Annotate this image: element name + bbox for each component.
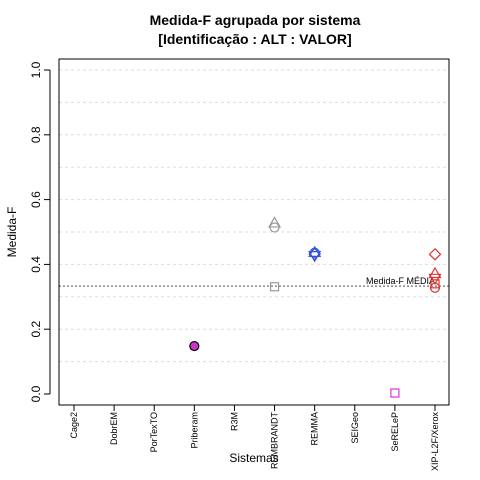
y-tick-label: 1.0 xyxy=(29,61,43,78)
y-axis-label: Medida-F xyxy=(5,207,19,258)
x-tick-label: Priberam xyxy=(189,412,199,449)
x-tick-label: R3M xyxy=(229,412,239,431)
mean-line-label: Medida-F MÉDIA xyxy=(366,276,435,286)
data-point xyxy=(429,282,441,293)
x-tick-label: XIP-L2F/Xerox xyxy=(430,412,440,472)
data-point xyxy=(428,248,442,261)
y-tick-label: 0.8 xyxy=(29,126,43,143)
data-point xyxy=(430,279,440,289)
data-point xyxy=(268,216,282,228)
mean-line-layer: Medida-F MÉDIA xyxy=(59,276,449,287)
x-tick-label: PorTexTO xyxy=(149,412,159,452)
data-point xyxy=(269,282,280,292)
data-point xyxy=(269,222,280,233)
x-tick-label: REMBRANDT xyxy=(270,412,280,470)
x-tick-label: REMMA xyxy=(310,412,320,446)
chart-title-line1: Medida-F agrupada por sistema xyxy=(150,12,361,28)
grid-layer xyxy=(59,69,449,363)
data-point xyxy=(308,247,322,261)
x-tick-label: Cage2 xyxy=(69,412,79,439)
data-point xyxy=(309,247,320,258)
points-layer xyxy=(189,216,442,398)
x-axis-label: Sistemas xyxy=(229,451,278,465)
x-tick-label: DobrEM xyxy=(109,412,119,445)
data-point xyxy=(390,388,400,398)
data-point xyxy=(189,340,200,352)
x-tick-label: SEIGeo xyxy=(350,412,360,444)
data-point xyxy=(428,273,442,286)
y-tick-label: 0.4 xyxy=(29,256,43,273)
y-tick-label: 0.6 xyxy=(29,191,43,208)
data-point xyxy=(428,266,442,279)
x-axis: Cage2 DobrEM PorTexTO Priberam R3M REMBRANDT R… xyxy=(69,404,440,472)
chart-title-line2: [Identificação : ALT : VALOR] xyxy=(158,31,351,47)
y-axis: 0.0 0.2 0.4 0.6 0.8 1.0 xyxy=(29,61,51,402)
x-tick-label: SeRELeP xyxy=(390,412,400,452)
y-tick-label: 0.2 xyxy=(29,321,43,338)
y-tick-label: 0.0 xyxy=(29,385,43,402)
